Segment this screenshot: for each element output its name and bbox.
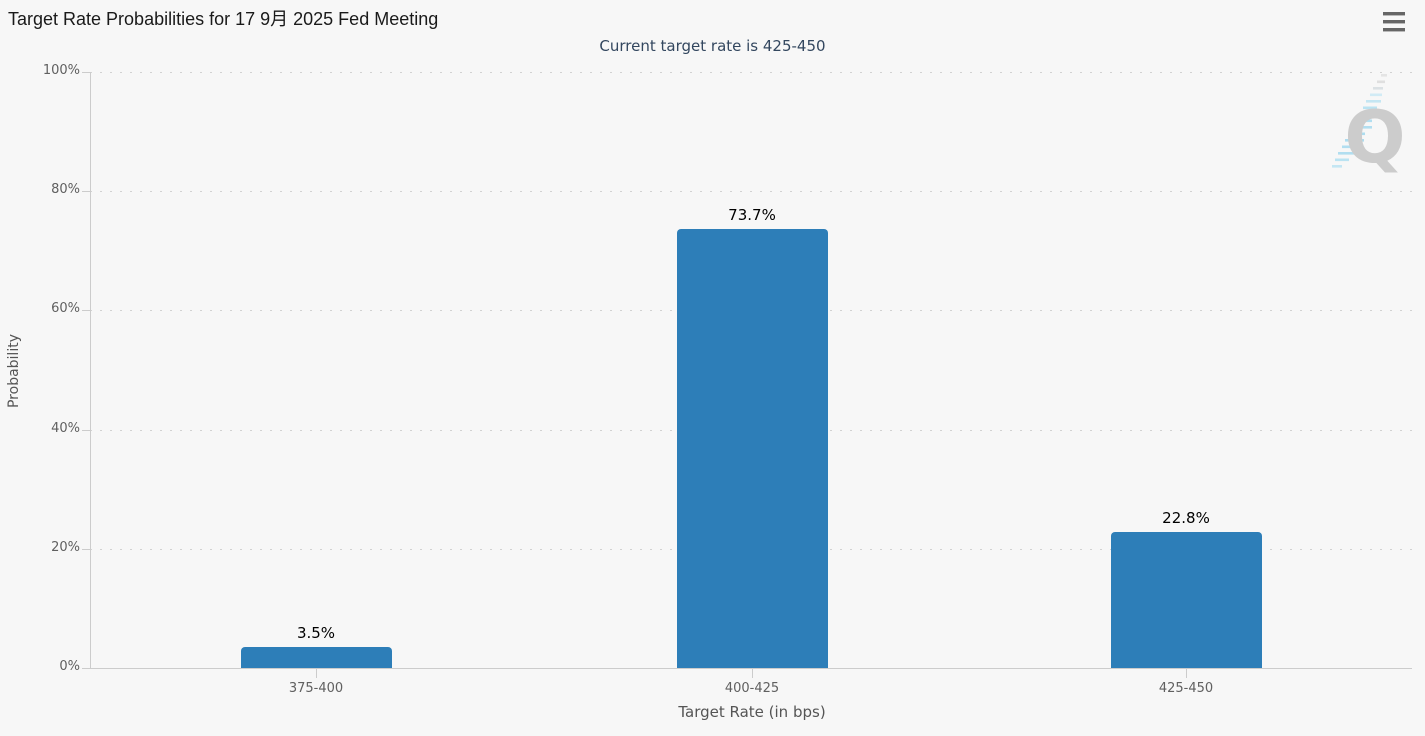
bar-value-label: 73.7% (728, 205, 776, 224)
y-axis-title: Probability (6, 334, 22, 409)
bar-value-label: 3.5% (296, 624, 336, 643)
hamburger-menu-icon[interactable] (1383, 11, 1407, 33)
bar-value-label: 22.8% (1162, 509, 1210, 528)
y-tick-mark (82, 72, 90, 73)
bar-375-400[interactable] (240, 647, 392, 668)
y-tick-mark (82, 429, 90, 431)
bar-400-425[interactable] (676, 228, 828, 668)
bar-425-450[interactable] (1110, 532, 1262, 668)
y-tick-label: 100% (42, 63, 80, 78)
y-tick-label: 40% (51, 420, 80, 436)
gridline-80 (90, 191, 1412, 193)
x-category-label: 375-400 (288, 681, 344, 696)
y-tick-label: 20% (51, 539, 80, 555)
chart-subtitle: Current target rate is 425-450 (599, 37, 826, 55)
x-axis-line (90, 668, 1412, 669)
x-category-label: 400-425 (724, 681, 780, 696)
menu-bar (1383, 28, 1405, 32)
gridline-100 (90, 72, 1412, 73)
y-tick-label: 60% (51, 301, 80, 317)
x-axis-title: Target Rate (in bps) (678, 703, 826, 721)
y-tick-mark (82, 310, 90, 312)
x-category-label: 425-450 (1158, 681, 1214, 696)
menu-bar (1383, 12, 1405, 16)
y-tick-mark (82, 191, 90, 193)
y-tick-mark (82, 548, 90, 550)
y-tick-mark (82, 668, 90, 669)
x-tick-mark (1186, 668, 1187, 678)
y-axis-line (90, 72, 91, 668)
menu-bar (1383, 20, 1405, 24)
chart-title: Target Rate Probabilities for 17 9月 2025… (8, 9, 439, 29)
x-tick-mark (316, 668, 317, 678)
x-tick-mark (752, 668, 753, 678)
quikstrike-q-logo: Q (1332, 74, 1406, 175)
y-tick-label: 80% (51, 182, 80, 198)
y-tick-label: 0% (59, 659, 80, 674)
watermark-letter: Q (1344, 95, 1405, 175)
